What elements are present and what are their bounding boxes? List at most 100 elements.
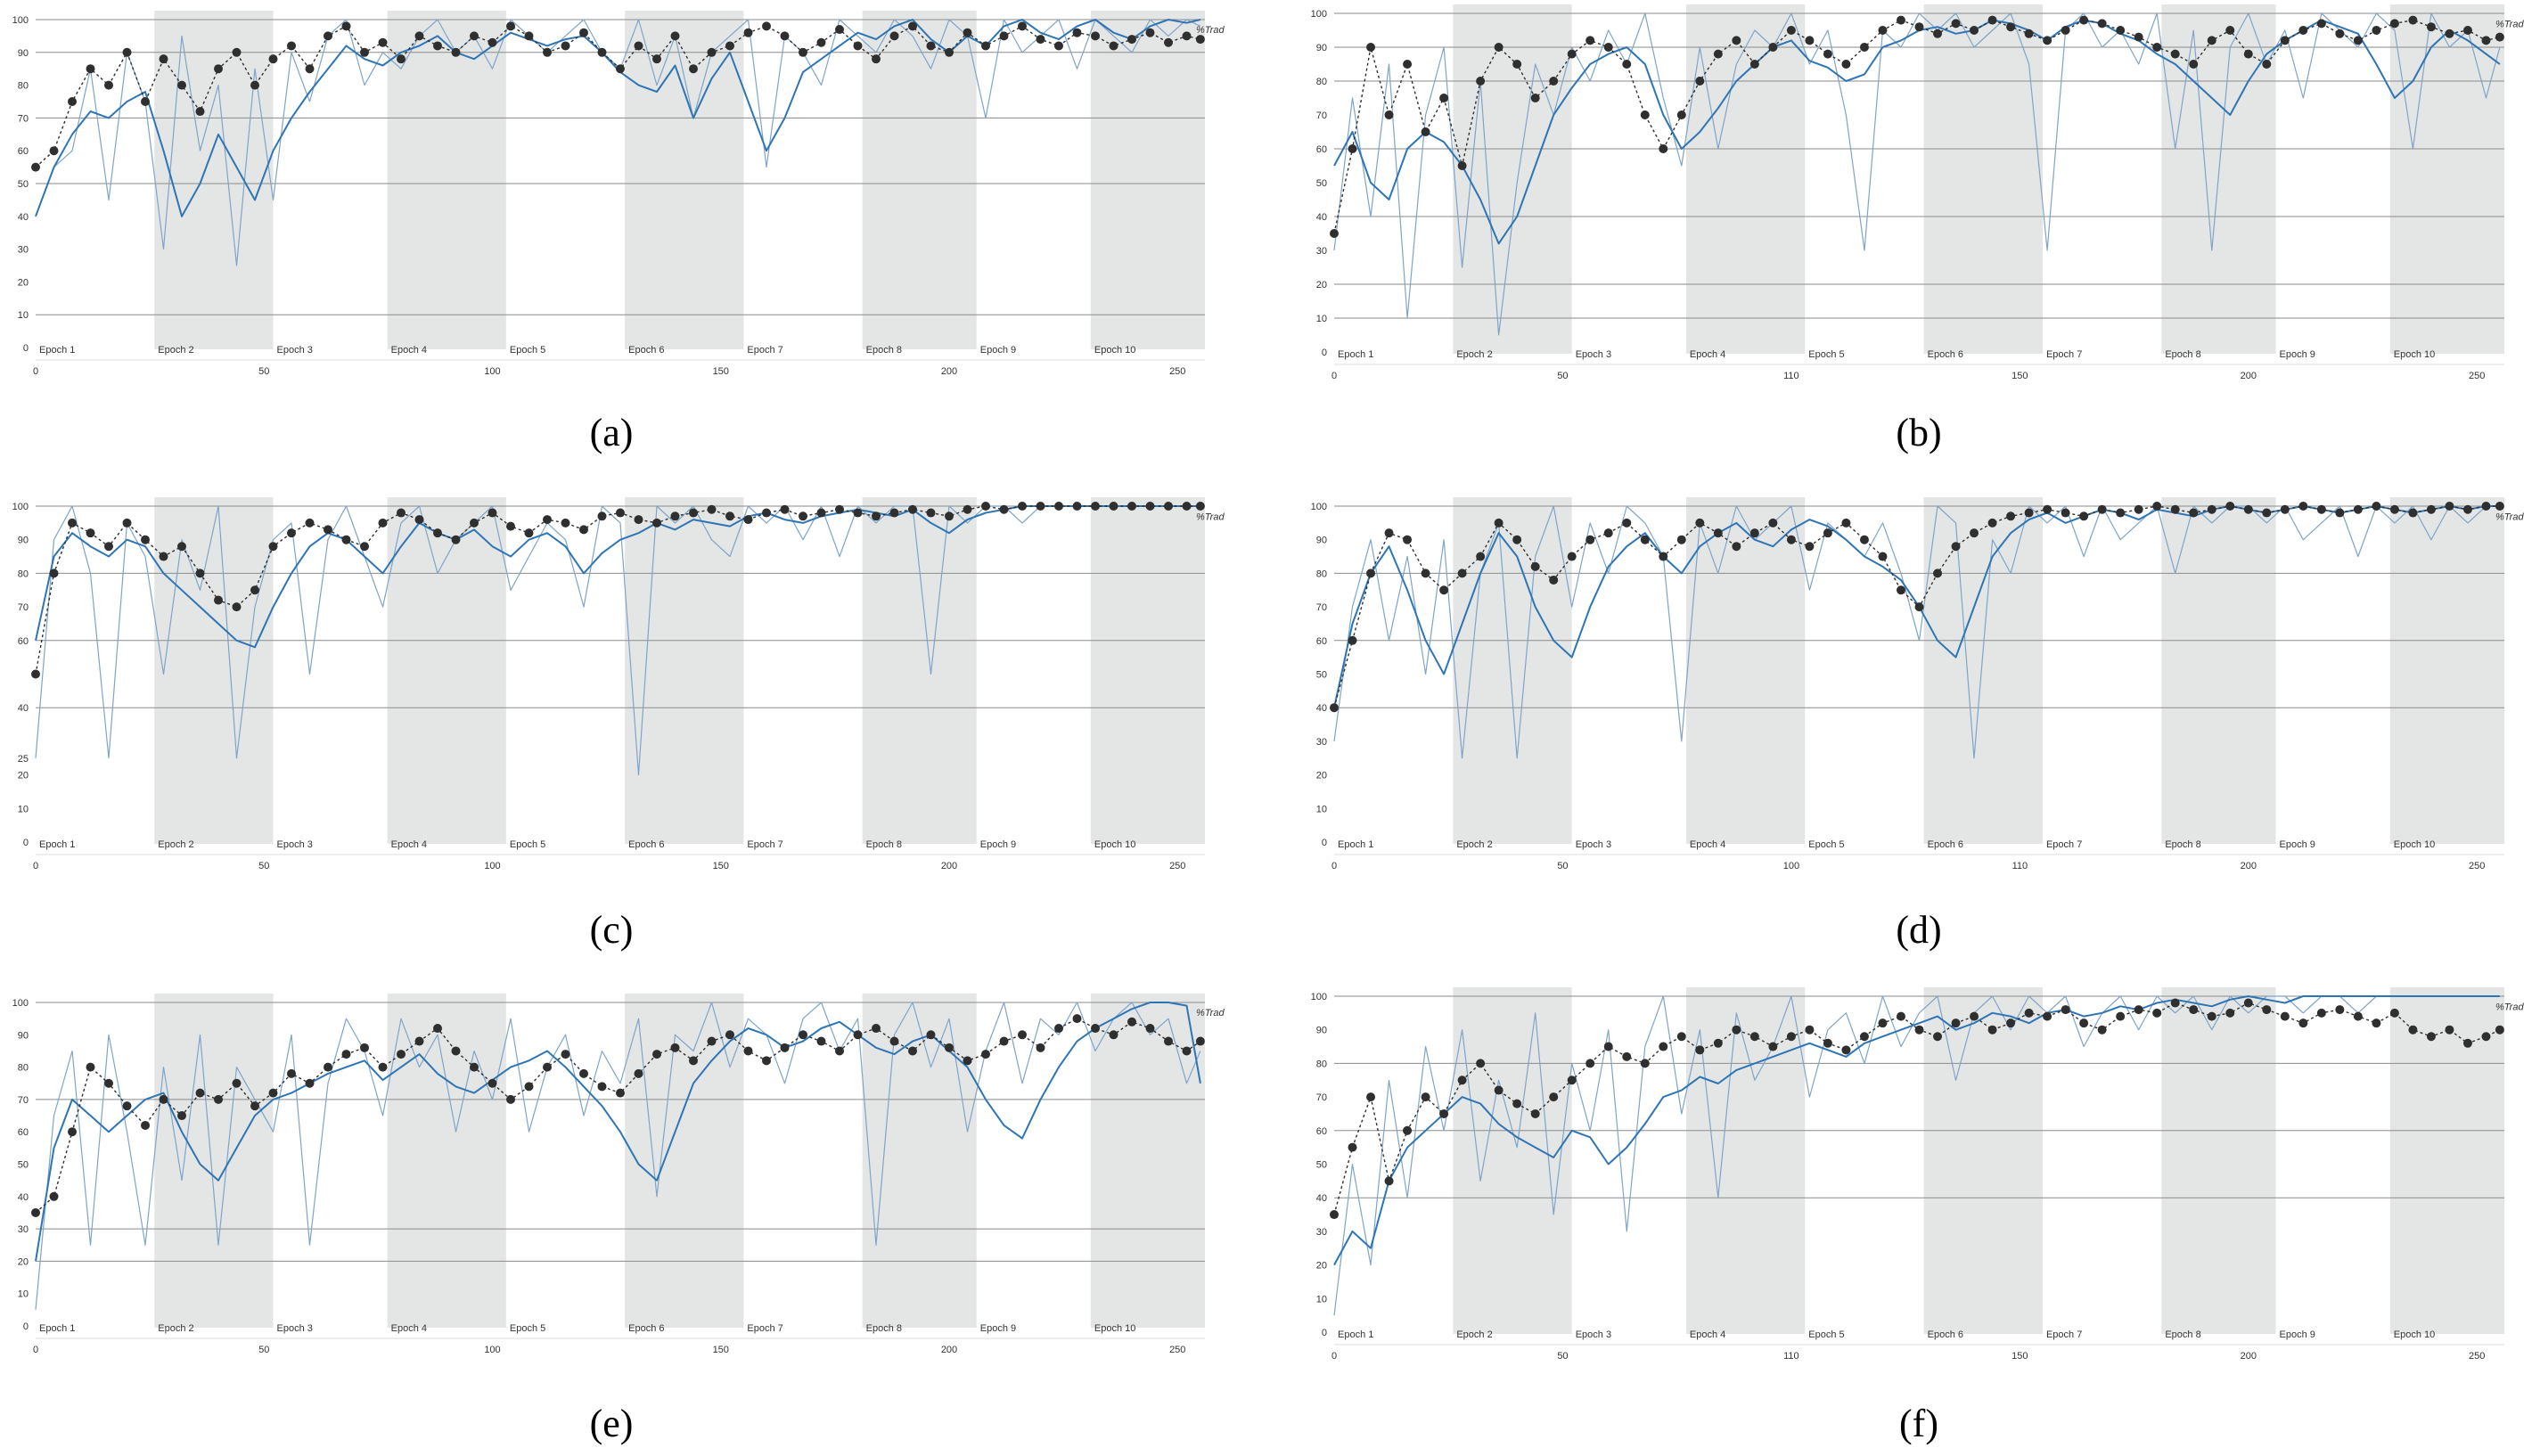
panel-a-marker-point <box>141 97 150 106</box>
panel-e-legend-label: %Trad <box>1196 1008 1225 1018</box>
panel-f-y-tick-label: 10 <box>1316 1294 1327 1305</box>
panel-d-marker-point <box>2152 502 2162 511</box>
panel-b-marker-point <box>1403 60 1413 69</box>
panel-a-marker-point <box>1195 35 1205 45</box>
panel-f-y-tick-label: 40 <box>1316 1193 1327 1204</box>
panel-d-epoch-label: Epoch 8 <box>2165 839 2200 850</box>
panel-f-x-tick-label: 150 <box>2012 1351 2028 1362</box>
panel-a-marker-point <box>926 41 936 51</box>
panel-a-epoch-label: Epoch 2 <box>158 345 193 356</box>
panel-b-marker-point <box>1896 15 1905 25</box>
panel-e-marker-point <box>433 1024 442 1034</box>
panel-b-marker-point <box>1786 26 1796 35</box>
panel-a-epoch-band <box>862 11 977 349</box>
panel-b-marker-point <box>1330 229 1339 238</box>
panel-c-marker-point <box>762 508 771 518</box>
panel-a-x-tick-label: 0 <box>33 366 38 377</box>
panel-c-y-tick-label: 25 <box>18 754 29 765</box>
panel-f-legend-label: %Trad <box>2495 1002 2524 1012</box>
panel-d-marker-point <box>1348 635 1357 645</box>
panel-f-marker-point <box>1768 1042 1778 1051</box>
panel-f-marker-point <box>1878 1018 1888 1028</box>
panel-d-marker-point <box>1622 518 1632 528</box>
panel-c-marker-point <box>799 511 807 521</box>
panel-b-marker-point <box>1732 36 1741 45</box>
panel-b-marker-point <box>1530 94 1540 102</box>
panel-b-marker-point <box>2243 49 2253 59</box>
panel-f-marker-point <box>2006 1018 2016 1028</box>
panel-f-epoch-band <box>1453 987 1572 1334</box>
panel-c-raw-series-line <box>35 505 1200 776</box>
panel-e-epoch-label: Epoch 3 <box>277 1323 313 1334</box>
panel-b-x-tick-label: 250 <box>2469 371 2485 381</box>
panel-a-marker-point <box>579 28 588 37</box>
panel-f-epoch-label: Epoch 4 <box>1690 1329 1725 1340</box>
panel-e-marker-point <box>999 1036 1009 1046</box>
panel-a-marker-point <box>470 31 479 41</box>
panel-b-marker-point <box>1494 43 1504 52</box>
panel-e-marker-point <box>1127 1017 1136 1027</box>
panel-e-marker-point <box>816 1036 826 1046</box>
panel-e-marker-point <box>981 1050 990 1059</box>
panel-e-marker-point <box>49 1191 59 1201</box>
panel-e-marker-point <box>725 1030 734 1040</box>
panel-a-marker-point <box>287 41 296 51</box>
panel-d-x-tick-label: 200 <box>2241 861 2257 871</box>
panel-b-marker-point <box>2262 60 2272 69</box>
panel-f-marker-point <box>1457 1076 1467 1085</box>
panel-e-marker-point <box>908 1046 917 1056</box>
panel-d-epoch-label: Epoch 9 <box>2280 839 2315 850</box>
panel-c-marker-point <box>1036 502 1045 511</box>
panel-d-x-tick-label: 0 <box>1331 861 1337 871</box>
panel-d-marker-point <box>2043 504 2052 514</box>
panel-a-epoch-label: Epoch 8 <box>866 345 902 356</box>
panel-f-epoch-label: Epoch 1 <box>1338 1329 1373 1340</box>
panel-d-marker-point <box>2134 504 2143 514</box>
panel-b-marker-point <box>1805 36 1815 45</box>
panel-f-y-tick-label: 90 <box>1316 1026 1327 1036</box>
panel-a-marker-point <box>872 54 881 64</box>
panel-e-marker-point <box>689 1056 698 1066</box>
panel-e-marker-point <box>360 1043 369 1052</box>
panel-b-marker-point <box>1841 60 1851 69</box>
panel-b-marker-point <box>1366 43 1376 52</box>
panel-a-marker-point <box>397 54 406 64</box>
panel-c-epoch-label: Epoch 7 <box>747 839 782 850</box>
panel-e-epoch-label: Epoch 5 <box>510 1323 545 1334</box>
panel-b-marker-point <box>2481 36 2491 45</box>
panel-d-y-tick-label: 90 <box>1316 536 1327 546</box>
panel-c-x-tick-label: 0 <box>33 861 38 871</box>
panel-e-epoch-label: Epoch 7 <box>747 1323 782 1334</box>
panel-e-marker-point <box>1182 1046 1192 1056</box>
panel-f-x-tick-label: 200 <box>2241 1351 2257 1362</box>
panel-c-epoch-label: Epoch 4 <box>391 839 427 850</box>
panel-f-marker-point <box>1896 1011 1905 1021</box>
panel-d-marker-point <box>2408 508 2418 518</box>
panel-e-epoch-label: Epoch 1 <box>39 1323 75 1334</box>
panel-e-epoch-label: Epoch 10 <box>1094 1323 1135 1334</box>
panel-e-marker-point <box>68 1127 77 1137</box>
panel-b-marker-point <box>1603 43 1613 52</box>
panel-d-marker-point <box>1640 535 1650 544</box>
panel-d-marker-point <box>1823 528 1832 538</box>
panel-d-marker-point <box>1896 585 1905 595</box>
panel-d-marker-point <box>1494 518 1504 528</box>
panel-f-marker-point <box>2335 1005 2345 1015</box>
panel-b-y-tick-label: 90 <box>1316 43 1327 53</box>
panel-f-marker-point <box>1476 1059 1486 1068</box>
panel-c-marker-point <box>141 535 150 544</box>
panel-b-y-tick-label: 20 <box>1316 280 1327 290</box>
panel-a-y-tick-label: 10 <box>18 310 29 321</box>
panel-d-marker-point <box>2335 508 2345 518</box>
panel-b-x-tick-label: 110 <box>1783 371 1799 381</box>
panel-e-marker-point <box>86 1062 95 1072</box>
panel-c-marker-point <box>689 508 698 518</box>
panel-d-marker-point <box>2462 504 2472 514</box>
panel-a-marker-point <box>1164 37 1173 47</box>
panel-c-marker-point <box>670 511 680 521</box>
panel-e-raw-series-line <box>35 1002 1201 1310</box>
panel-f-marker-point <box>1951 1018 1961 1028</box>
panel-d-marker-point <box>1878 552 1888 561</box>
panel-e-x-tick-label: 0 <box>33 1345 38 1355</box>
panel-c-marker-point <box>360 542 369 552</box>
